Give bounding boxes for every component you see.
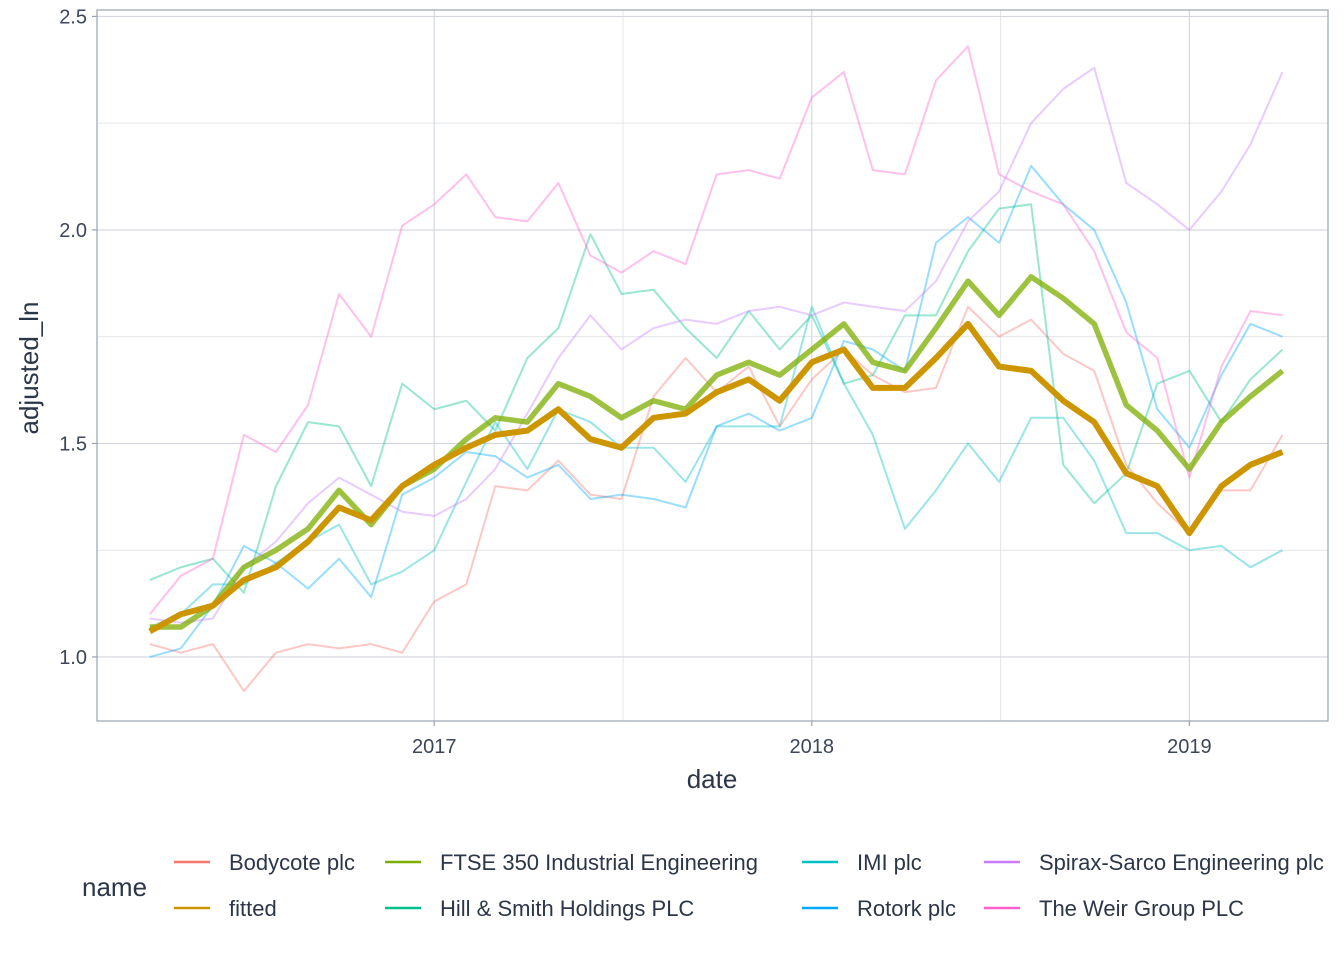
y-tick-label: 2.5	[59, 6, 87, 28]
y-axis-title: adjusted_ln	[14, 302, 44, 435]
plot-panel-border	[96, 9, 1329, 722]
minor-gridlines	[97, 10, 1328, 721]
legend-title: name	[82, 872, 147, 902]
legend: Bodycote plc fitted FTSE 350 Industrial En…	[174, 850, 1324, 921]
series-line-hill-smith-holdings-plc	[149, 203, 1284, 594]
legend-label-ftse-350-industrial-engineering: FTSE 350 Industrial Engineering	[440, 850, 758, 875]
y-tick-label: 1.0	[59, 647, 87, 669]
legend-label-fitted: fitted	[229, 896, 277, 921]
series-line-imi-plc	[149, 305, 1283, 628]
series-lines	[148, 45, 1285, 693]
legend-label-imi-plc: IMI plc	[857, 850, 922, 875]
legend-label-hill-smith-holdings-plc: Hill & Smith Holdings PLC	[440, 896, 694, 921]
series-line-ftse-350-industrial-engineering	[149, 274, 1285, 630]
x-tick-label: 2018	[790, 736, 835, 758]
series-line-the-weir-group-plc	[148, 45, 1283, 615]
y-tick-label: 1.5	[59, 433, 87, 455]
x-tick-label: 2017	[412, 736, 457, 758]
major-gridlines	[97, 10, 1328, 721]
x-axis-ticks: 2017 2018 2019	[412, 721, 1212, 758]
x-axis-title: date	[687, 764, 738, 794]
series-line-fitted	[148, 320, 1284, 634]
y-tick-label: 2.0	[59, 220, 87, 242]
legend-label-the-weir-group-plc: The Weir Group PLC	[1039, 896, 1244, 921]
x-tick-label: 2019	[1167, 736, 1212, 758]
y-axis-ticks: 1.0 1.5 2.0 2.5	[59, 6, 97, 669]
series-line-spirax-sarco-engineering-plc	[149, 66, 1284, 624]
legend-label-bodycote-plc: Bodycote plc	[229, 850, 355, 875]
series-line-rotork-plc	[149, 164, 1283, 658]
legend-label-spirax-sarco-engineering-plc: Spirax-Sarco Engineering plc	[1039, 850, 1324, 875]
legend-label-rotork-plc: Rotork plc	[857, 896, 956, 921]
